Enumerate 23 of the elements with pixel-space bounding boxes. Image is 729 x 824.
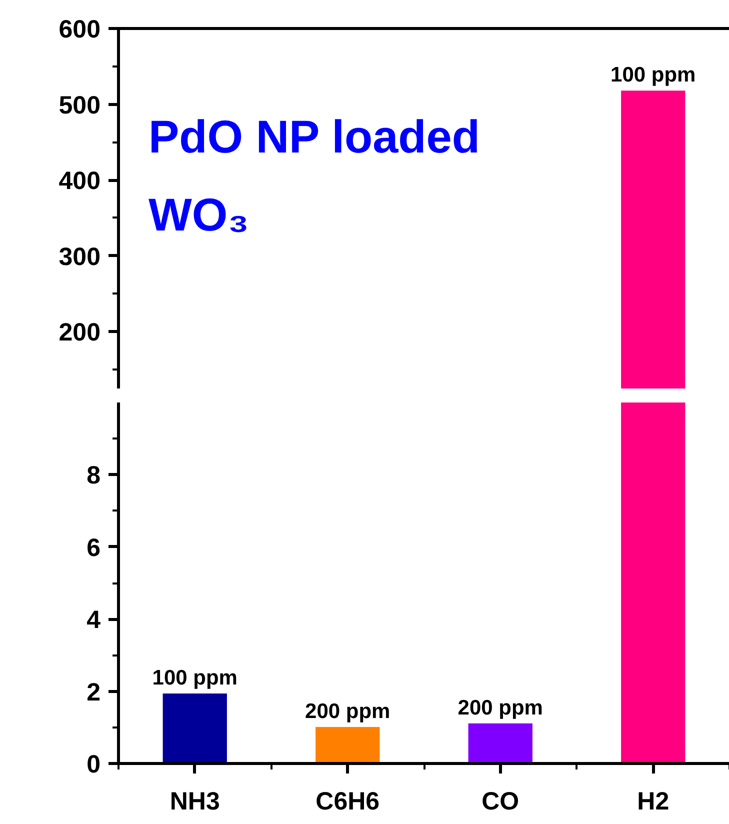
y-tick-label: 0 xyxy=(86,750,100,778)
bar xyxy=(468,723,532,764)
x-tick-label: H2 xyxy=(637,788,670,816)
annotation: 100 ppm xyxy=(152,666,238,690)
y-tick-label: 400 xyxy=(58,167,101,196)
x-tick-label: CO xyxy=(482,788,520,816)
bar xyxy=(162,693,227,764)
bar xyxy=(621,402,686,764)
x-tick-label: NH3 xyxy=(170,788,220,816)
annotation: 200 ppm xyxy=(458,696,543,720)
y-tick-label: 200 xyxy=(58,318,101,347)
y-tick-label: 8 xyxy=(86,462,101,490)
y-tick-label: 300 xyxy=(58,242,101,271)
x-tick-label: C6H6 xyxy=(316,788,380,816)
annotation: 200 ppm xyxy=(305,700,390,724)
bar xyxy=(316,727,380,764)
text: PdO NP loaded WO₃ xyxy=(148,110,480,240)
y-tick-label: 500 xyxy=(58,91,101,120)
y-tick-label: 600 xyxy=(58,16,101,44)
annotation: 100 ppm xyxy=(610,64,696,87)
y-tick-label: 2 xyxy=(86,678,100,706)
y-tick-label: 4 xyxy=(86,606,101,634)
y-tick-label: 6 xyxy=(86,534,100,562)
